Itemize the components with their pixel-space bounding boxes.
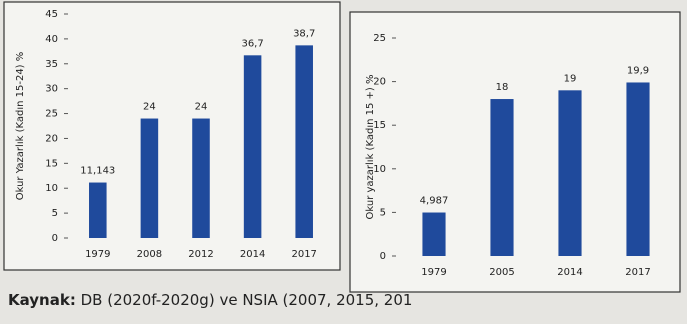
- x-tick-label: 2008: [137, 249, 162, 260]
- value-label: 24: [143, 102, 156, 113]
- bar: [490, 99, 514, 256]
- y-tick-label: 25: [45, 109, 58, 120]
- bar: [558, 90, 582, 256]
- y-tick-label: 15: [45, 158, 58, 169]
- caption-label: Kaynak:: [8, 291, 76, 309]
- y-tick-label: 45: [45, 9, 58, 20]
- y-tick-label: 10: [45, 183, 58, 194]
- bar: [422, 212, 446, 256]
- value-label: 4,987: [420, 196, 449, 207]
- y-tick-label: 40: [45, 34, 58, 45]
- bar: [243, 55, 262, 239]
- y-tick-label: 20: [45, 133, 58, 144]
- x-tick-label: 2012: [188, 249, 213, 260]
- bar: [192, 118, 210, 238]
- x-tick-label: 1979: [85, 249, 110, 260]
- value-label: 18: [496, 82, 509, 93]
- chart-frame: [349, 11, 681, 293]
- bar: [89, 182, 107, 238]
- x-tick-label: 2014: [240, 249, 265, 260]
- y-tick-label: 5: [380, 207, 386, 218]
- x-tick-label: 2014: [557, 267, 582, 278]
- value-label: 38,7: [293, 28, 315, 39]
- y-tick-label: 15: [373, 120, 386, 131]
- bar: [295, 45, 313, 238]
- value-label: 19: [564, 73, 577, 84]
- bar: [626, 82, 650, 256]
- y-tick-label: 20: [373, 77, 386, 88]
- x-tick-label: 2017: [625, 267, 650, 278]
- y-tick-label: 30: [45, 84, 58, 95]
- chart-frame: [3, 1, 341, 271]
- y-tick-label: 25: [373, 33, 386, 44]
- value-label: 11,143: [80, 166, 115, 177]
- y-axis-label: Okur yazarlık (Kadın 15 +) %: [365, 75, 376, 220]
- caption-text: DB (2020f-2020g) ve NSIA (2007, 2015, 20…: [81, 291, 413, 309]
- x-tick-label: 1979: [421, 267, 446, 278]
- chart: Okur yazarlık (Kadın 15 +) % 0 5 10 15 20 25 19…: [365, 33, 651, 278]
- x-tick-label: 2005: [489, 267, 514, 278]
- y-tick-label: 35: [45, 59, 58, 70]
- value-label: 19,9: [627, 65, 649, 76]
- caption: Kaynak: DB (2020f-2020g) ve NSIA (2007, …: [8, 291, 412, 309]
- value-label: 24: [195, 102, 208, 113]
- chart: Okur Yazarlık (Kadın 15-24) % 0 5 10 15 20 25 3…: [15, 9, 317, 260]
- bar: [140, 118, 159, 238]
- x-tick-label: 2017: [291, 249, 316, 260]
- y-tick-label: 10: [373, 164, 386, 175]
- y-axis-label: Okur Yazarlık (Kadın 15-24) %: [15, 52, 26, 201]
- value-label: 36,7: [241, 38, 263, 49]
- y-tick-label: 0: [380, 251, 386, 262]
- y-tick-label: 0: [52, 233, 58, 244]
- y-tick-label: 5: [52, 208, 58, 219]
